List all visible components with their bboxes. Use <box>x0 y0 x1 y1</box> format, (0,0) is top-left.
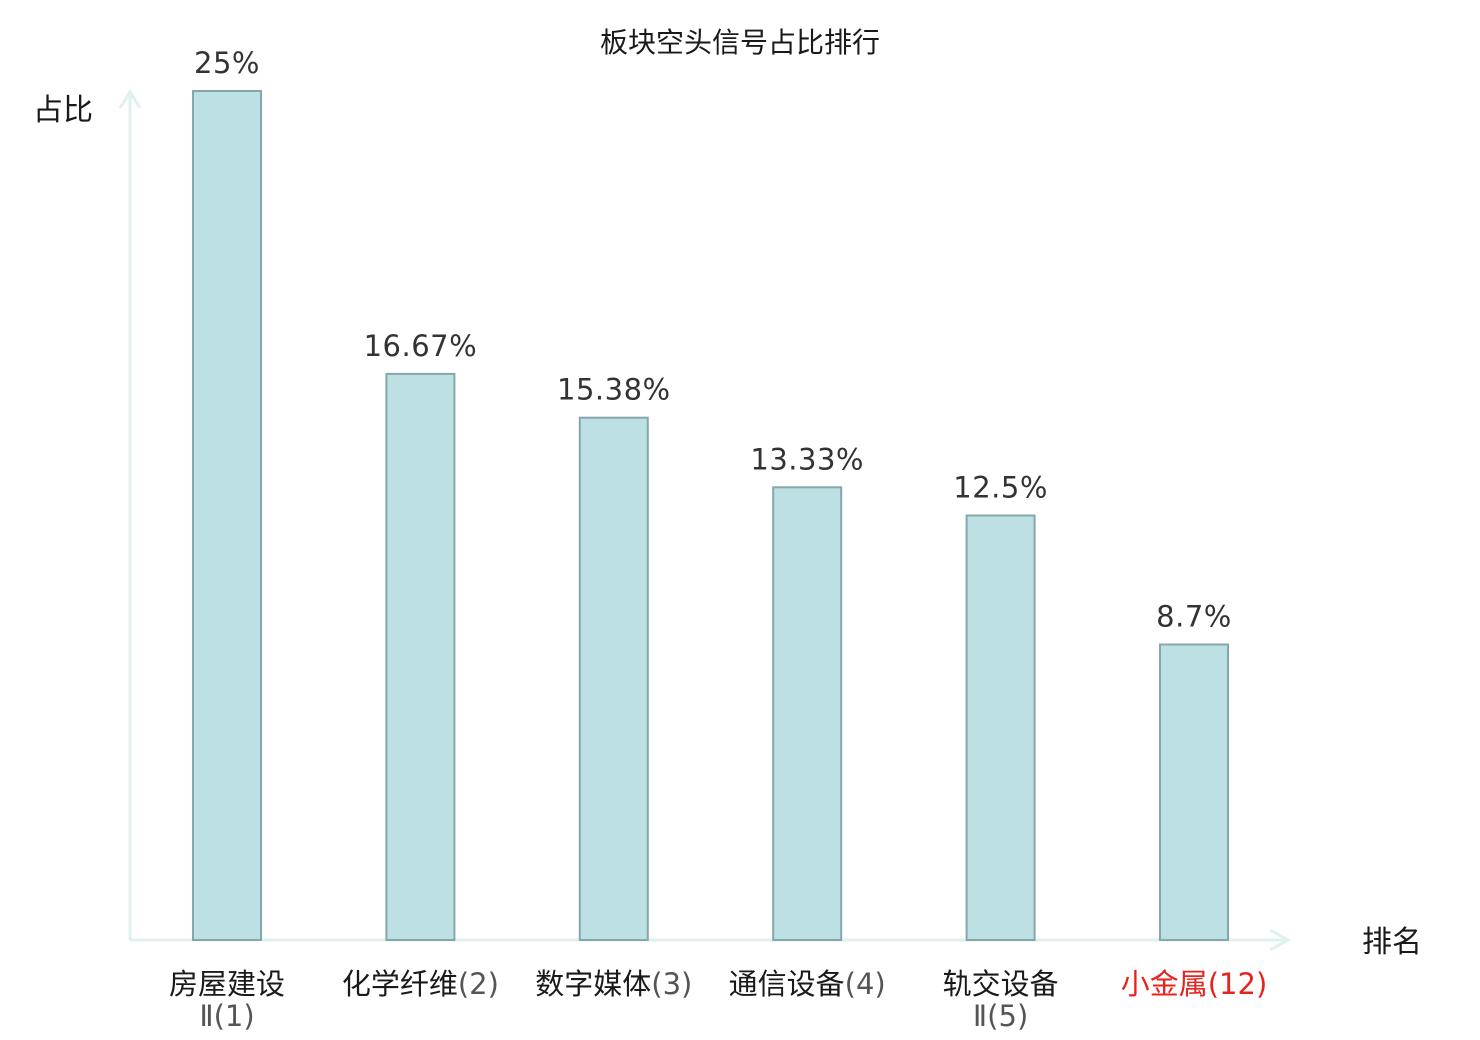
category-rank: (12) <box>1208 967 1268 1001</box>
x-axis-label: 排名 <box>1362 925 1422 960</box>
chart-title: 板块空头信号占比排行 <box>600 26 880 59</box>
category-rank: (4) <box>845 967 886 1001</box>
bar-value-label: 8.7% <box>1156 600 1232 634</box>
bars-group <box>192 90 1229 941</box>
category-rank-label: Ⅱ(1) <box>199 999 254 1033</box>
category-rank: (2) <box>458 967 499 1001</box>
category-label: 轨交设备 <box>943 967 1059 1001</box>
x-axis-arrow <box>1269 928 1292 952</box>
y-axis-arrow <box>118 89 142 109</box>
bar <box>578 416 649 941</box>
bar-value-label: 13.33% <box>750 442 864 476</box>
category-name: 小金属 <box>1121 967 1208 1001</box>
value-labels-group: 25% 16.67% 15.38% 13.33% 12.5% 8.7% <box>194 46 1232 634</box>
bar-value-label: 25% <box>194 46 260 80</box>
category-label: 通信设备(4) <box>729 967 886 1001</box>
bar <box>772 486 843 941</box>
bar <box>385 372 456 941</box>
bar-value-label: 16.67% <box>364 329 478 363</box>
category-label: 化学纤维(2) <box>342 967 499 1001</box>
bar <box>1159 643 1229 941</box>
category-name: 化学纤维 <box>342 967 458 1001</box>
category-name: 通信设备 <box>729 967 845 1001</box>
bar <box>965 514 1036 941</box>
category-rank: (3) <box>651 967 692 1001</box>
bar-value-label: 15.38% <box>557 373 671 407</box>
category-label: 小金属(12) <box>1121 967 1268 1001</box>
y-axis-label: 占比 <box>33 93 93 128</box>
category-name: 数字媒体 <box>535 967 651 1001</box>
bar <box>192 90 262 941</box>
category-label: 房屋建设 <box>169 967 285 1001</box>
category-label: 数字媒体(3) <box>535 967 692 1001</box>
category-rank-label: Ⅱ(5) <box>973 999 1028 1033</box>
bar-value-label: 12.5% <box>953 471 1048 505</box>
